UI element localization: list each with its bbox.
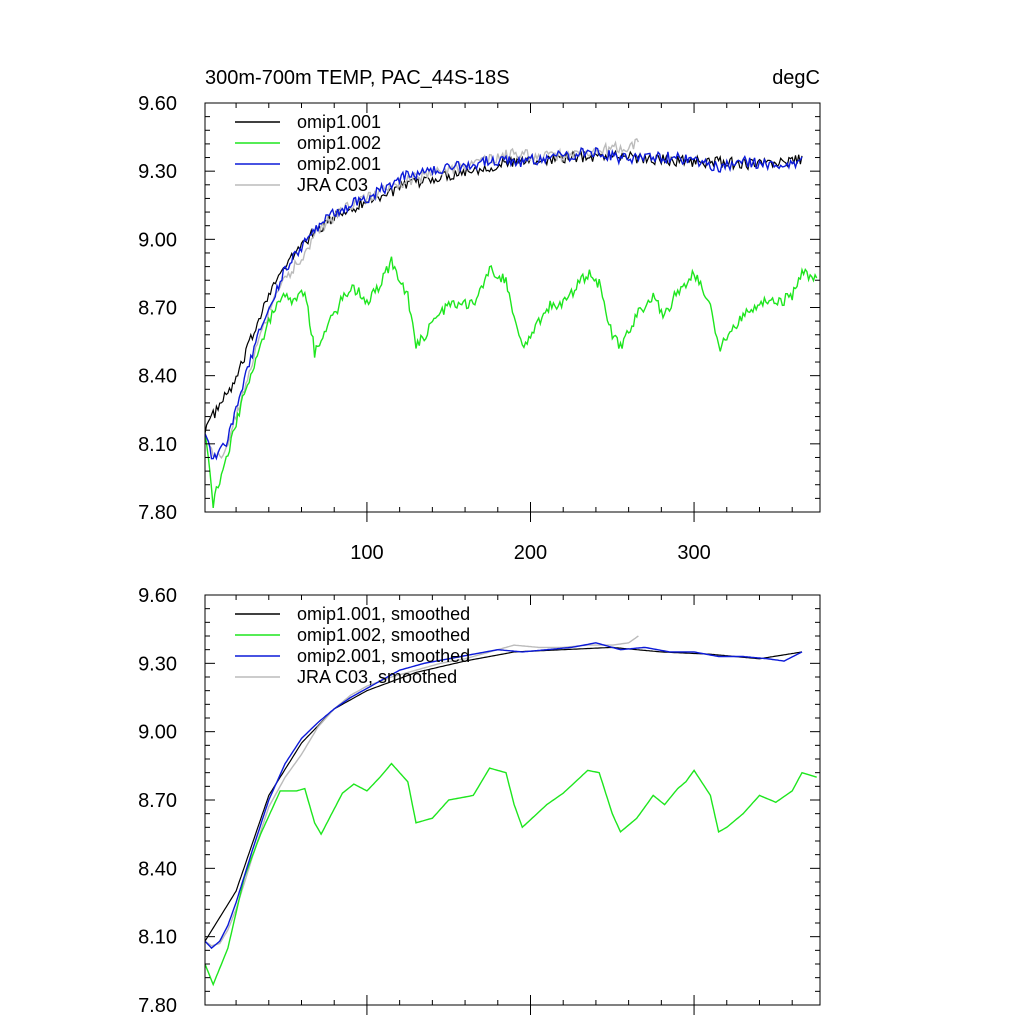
series-line-3 [205,642,803,950]
series-line-4 [205,635,639,947]
legend-label: omip1.002 [297,133,381,153]
legend-label: omip1.001, smoothed [297,604,470,624]
x-tick-label: 200 [514,542,547,564]
series-line-1 [205,646,803,942]
panel-title: 300m-700m TEMP, PAC_44S-18S [205,67,510,89]
y-tick-label: 8.10 [138,927,177,949]
legend-label: JRA C03, smoothed [297,667,457,687]
legend-label: JRA C03 [297,175,368,195]
legend-label: omip2.001, smoothed [297,646,470,666]
y-tick-label: 9.00 [138,722,177,744]
y-tick-label: 9.60 [138,93,177,115]
y-tick-label: 9.30 [138,161,177,183]
y-tick-label: 7.80 [138,502,177,524]
y-tick-label: 9.30 [138,653,177,675]
y-tick-label: 8.40 [138,366,177,388]
series-line-1 [205,149,803,434]
y-tick-label: 8.40 [138,858,177,880]
x-tick-label: 100 [350,542,383,564]
series-line-4 [205,137,640,459]
legend-label: omip2.001 [297,154,381,174]
y-tick-label: 7.80 [138,995,177,1017]
legend-label: omip1.002, smoothed [297,625,470,645]
series-line-2 [205,762,817,987]
series-group [205,635,817,987]
y-tick-label: 8.70 [138,298,177,320]
panel-top: 300m-700m TEMP, PAC_44S-18S degC 7.80 8.1… [138,67,821,564]
chart-top: 7.80 8.10 8.40 8.70 9.00 9.30 9.60 100 200 300 omi… [138,93,821,564]
y-tick-label: 8.70 [138,790,177,812]
y-tick-label: 8.10 [138,434,177,456]
panel-units: degC [772,67,820,89]
series-line-2 [205,256,818,508]
y-tick-label: 9.60 [138,585,177,607]
series-line-3 [205,146,803,461]
x-tick-label: 300 [677,542,710,564]
legend-label: omip1.001 [297,112,381,132]
panel-bottom: 7.80 8.10 8.40 8.70 9.00 9.30 9.60 omip1.001, s… [138,585,821,1017]
y-tick-label: 9.00 [138,229,177,251]
series-group [205,137,818,508]
chart-bottom: 7.80 8.10 8.40 8.70 9.00 9.30 9.60 omip1.001, s… [138,585,821,1017]
